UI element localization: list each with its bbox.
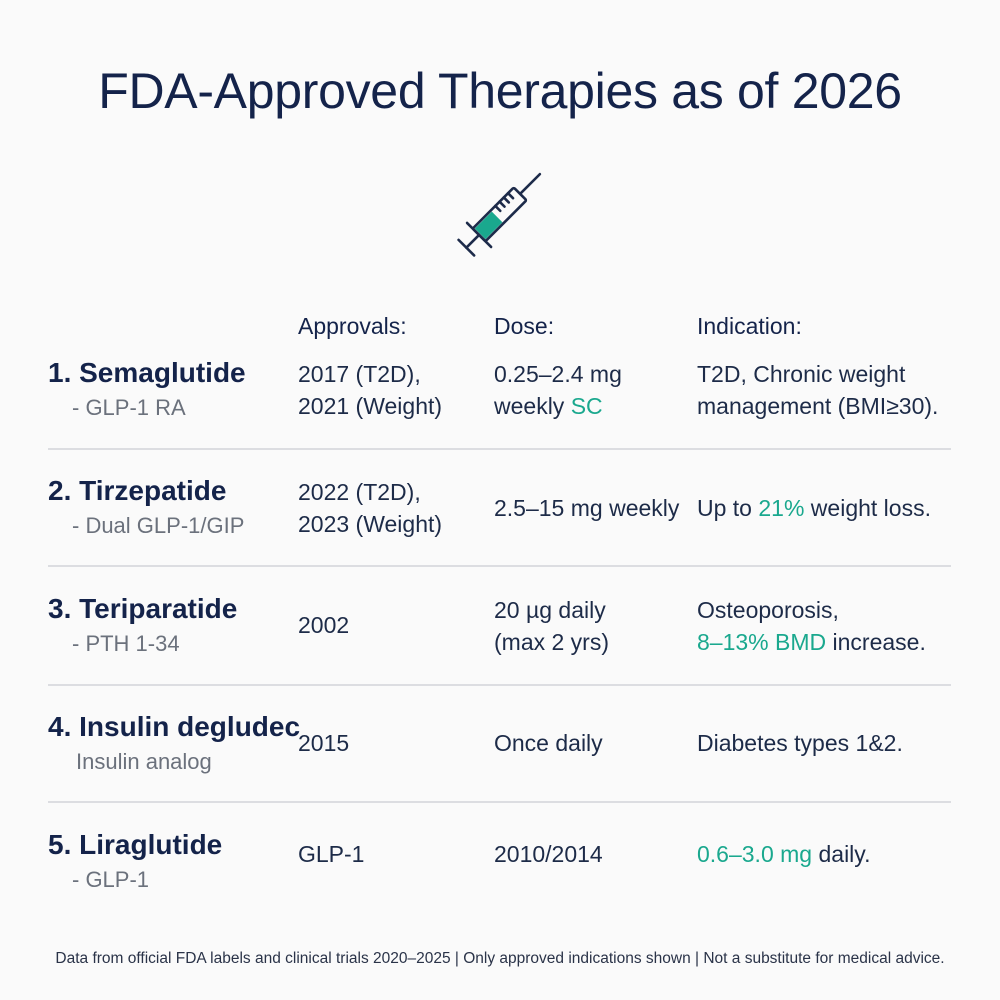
indication-line: 8–13% BMD increase.: [697, 626, 926, 658]
drug-class: - PTH 1-34: [72, 631, 180, 656]
dose-line: 20 µg daily: [494, 597, 606, 623]
approvals-cell: GLP-1: [298, 841, 365, 867]
column-header-dose: Dose:: [494, 313, 555, 339]
drug-name: 5. Liraglutide: [48, 829, 223, 860]
drug-class: - GLP-1 RA: [72, 395, 186, 420]
indication-text: Up to: [697, 495, 759, 521]
indication-line: T2D, Chronic weight: [697, 361, 906, 387]
approvals-line: 2021 (Weight): [298, 393, 443, 419]
approvals-cell: 2015: [298, 730, 350, 756]
indication-text: increase.: [826, 629, 926, 655]
row-divider: [48, 565, 951, 567]
dose-cell: 0.25–2.4 mg weekly SC: [494, 358, 622, 422]
drug-class: - Dual GLP-1/GIP: [72, 513, 245, 538]
column-header-indication: Indication:: [697, 313, 802, 339]
row-divider: [48, 801, 951, 803]
approvals-cell: 2002: [298, 612, 350, 638]
approvals-cell: 2022 (T2D), 2023 (Weight): [298, 476, 442, 540]
drug-name: 1. Semaglutide: [48, 357, 246, 388]
dose-line: (max 2 yrs): [494, 629, 609, 655]
footer-disclaimer: Data from official FDA labels and clinic…: [55, 950, 945, 967]
approvals-cell: 2017 (T2D), 2021 (Weight): [298, 358, 442, 422]
page-title: FDA-Approved Therapies as of 2026: [98, 63, 902, 119]
approvals-line: 2017 (T2D),: [298, 361, 421, 387]
dose-highlight: SC: [570, 393, 603, 419]
indication-cell: T2D, Chronic weight management (BMI≥30).: [697, 358, 938, 422]
indication-text: weight loss.: [804, 495, 931, 521]
dose-line: 0.25–2.4 mg: [494, 361, 622, 387]
approvals-line: 2022 (T2D),: [298, 479, 421, 505]
dose-cell: 2010/2014: [494, 841, 603, 867]
row-divider: [48, 448, 951, 450]
indication-line: management (BMI≥30).: [697, 393, 939, 419]
indication-highlight: 0.6–3.0 mg: [697, 841, 813, 867]
drug-name: 3. Teriparatide: [48, 593, 238, 624]
approvals-line: 2023 (Weight): [298, 511, 443, 537]
drug-name: 4. Insulin degludec: [48, 711, 301, 742]
column-header-approvals: Approvals:: [298, 313, 407, 339]
dose-text: weekly: [494, 393, 571, 419]
dose-cell: Once daily: [494, 730, 603, 756]
indication-cell: 0.6–3.0 mg daily.: [697, 838, 870, 870]
indication-cell: Diabetes types 1&2.: [697, 730, 903, 756]
drug-class: Insulin analog: [76, 749, 212, 774]
indication-line: Osteoporosis,: [697, 597, 839, 623]
syringe-icon: [457, 172, 542, 257]
indication-highlight: 8–13% BMD: [697, 629, 827, 655]
dose-line: weekly SC: [494, 390, 622, 422]
row-divider: [48, 684, 951, 686]
dose-cell: 20 µg daily (max 2 yrs): [494, 594, 609, 658]
indication-text: daily.: [812, 841, 871, 867]
dose-cell: 2.5–15 mg weekly: [494, 495, 680, 521]
indication-highlight: 21%: [758, 495, 805, 521]
drug-class: - GLP-1: [72, 867, 150, 892]
indication-cell: Osteoporosis, 8–13% BMD increase.: [697, 594, 926, 658]
drug-name: 2. Tirzepatide: [48, 475, 227, 506]
indication-cell: Up to 21% weight loss.: [697, 492, 931, 524]
